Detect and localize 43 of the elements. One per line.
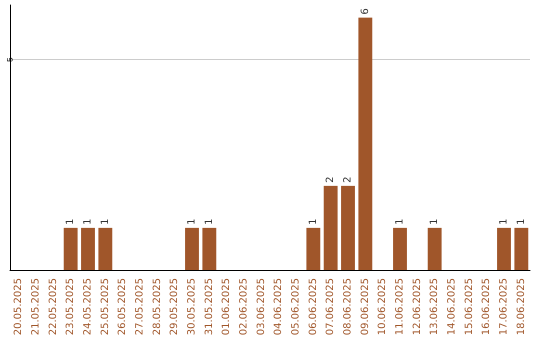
x-tick-label: 25.05.2025	[100, 278, 111, 336]
x-tick-label: 11.06.2025	[394, 278, 406, 336]
x-tick-label: 07.06.2025	[325, 278, 336, 336]
data-label: 1	[186, 218, 198, 225]
x-tick-label: 04.06.2025	[273, 278, 284, 336]
data-label: 1	[498, 218, 510, 225]
x-tick-label: 06.06.2025	[308, 278, 319, 336]
x-tick-label: 28.05.2025	[152, 278, 163, 336]
x-tick-label: 22.05.2025	[48, 278, 59, 336]
x-tick-label: 21.05.2025	[30, 278, 42, 336]
data-label: 1	[308, 218, 319, 225]
data-label: 1	[82, 218, 94, 225]
data-label: 2	[342, 176, 354, 183]
x-tick-label: 03.06.2025	[256, 278, 267, 336]
x-tick-label: 01.06.2025	[221, 278, 232, 336]
x-tick-label: 20.05.2025	[13, 278, 24, 336]
x-tick-label: 13.06.2025	[429, 278, 440, 336]
x-tick-label: 31.05.2025	[204, 278, 215, 336]
x-tick-label: 05.06.2025	[290, 278, 302, 336]
x-tick-label: 09.06.2025	[360, 278, 371, 336]
data-label: 6	[360, 8, 371, 15]
data-label: 1	[100, 218, 111, 225]
x-tick-label: 27.05.2025	[134, 278, 146, 336]
data-label: 2	[325, 176, 336, 183]
data-label: 1	[429, 218, 440, 225]
x-tick-label: 02.06.2025	[238, 278, 250, 336]
data-label: 1	[204, 218, 215, 225]
x-tick-label: 30.05.2025	[186, 278, 198, 336]
x-tick-label: 16.06.2025	[481, 278, 492, 336]
x-tick-label: 10.06.2025	[377, 278, 388, 336]
x-tick-label: 17.06.2025	[498, 278, 510, 336]
data-label: 1	[394, 218, 406, 225]
x-tick-label: 26.05.2025	[117, 278, 128, 336]
x-tick-label: 18.06.2025	[516, 278, 527, 336]
x-tick-label: 14.06.2025	[446, 278, 458, 336]
data-label: 1	[65, 218, 76, 225]
x-tick-label: 08.06.2025	[342, 278, 354, 336]
x-tick-label: 24.05.2025	[82, 278, 94, 336]
x-tick-label: 12.06.2025	[412, 278, 423, 336]
x-tick-label: 23.05.2025	[65, 278, 76, 336]
x-tick-label: 15.06.2025	[464, 278, 475, 336]
x-tick-label: 29.05.2025	[169, 278, 180, 336]
data-label: 1	[516, 218, 527, 225]
